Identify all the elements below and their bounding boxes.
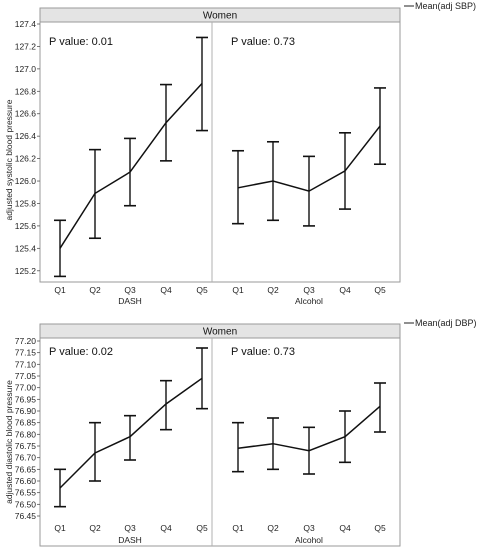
group-label: DASH <box>118 296 142 306</box>
x-tick-label: Q1 <box>232 523 244 533</box>
x-tick-label: Q3 <box>124 285 136 295</box>
x-tick-label: Q3 <box>303 285 315 295</box>
group-label: DASH <box>118 535 142 545</box>
y-tick-label: 76.70 <box>15 453 37 463</box>
x-tick-label: Q5 <box>374 523 386 533</box>
x-tick-label: Q4 <box>339 523 351 533</box>
x-tick-label: Q4 <box>339 285 351 295</box>
y-tick-label: 127.0 <box>15 64 37 74</box>
x-tick-label: Q5 <box>374 285 386 295</box>
y-tick-label: 126.0 <box>15 176 37 186</box>
y-tick-label: 126.4 <box>15 131 37 141</box>
x-tick-label: Q3 <box>303 523 315 533</box>
y-tick-label: 76.80 <box>15 429 37 439</box>
group-label: Alcohol <box>295 535 323 545</box>
y-tick-label: 125.2 <box>15 266 37 276</box>
y-tick-label: 77.00 <box>15 383 37 393</box>
panel-header <box>39 323 401 339</box>
y-axis-label: adjusted systolic blood pressure <box>4 99 14 220</box>
y-tick-label: 76.75 <box>15 441 37 451</box>
series-dash: P value: 0.01 Q1 Q2 Q3 Q4 Q5 DASH <box>49 36 208 306</box>
legend-label: Mean(adj SBP) <box>415 1 476 11</box>
x-tick-label: Q3 <box>124 523 136 533</box>
y-tick-label: 77.15 <box>15 348 37 358</box>
y-tick-label: 76.50 <box>15 499 37 509</box>
y-tick-label: 125.4 <box>15 243 37 253</box>
x-tick-label: Q4 <box>160 285 172 295</box>
chart-panel-1: Women Mean(adj SBP) 125.2 125.4 125.6 125.8 12… <box>4 1 476 306</box>
panel-header-title: Women <box>203 327 237 338</box>
x-tick-label: Q5 <box>196 285 208 295</box>
panel-header-title: Women <box>203 11 237 22</box>
x-tick-label: Q1 <box>54 523 66 533</box>
x-tick-label: Q2 <box>267 285 279 295</box>
y-tick-label: 126.8 <box>15 86 37 96</box>
p-value-label: P value: 0.02 <box>49 346 113 358</box>
y-tick-label: 76.65 <box>15 464 37 474</box>
mean-line <box>59 82 203 249</box>
x-tick-label: Q2 <box>267 523 279 533</box>
x-tick-label: Q2 <box>89 285 101 295</box>
mean-line <box>237 125 381 192</box>
y-tick-label: 76.55 <box>15 488 37 498</box>
y-axis-label: adjusted diastolic blood pressure <box>4 380 14 504</box>
x-tick-label: Q1 <box>232 285 244 295</box>
y-tick-label: 127.2 <box>15 41 37 51</box>
p-value-label: P value: 0.73 <box>231 346 295 358</box>
x-tick-label: Q1 <box>54 285 66 295</box>
x-tick-label: Q5 <box>196 523 208 533</box>
y-tick-label: 125.8 <box>15 198 37 208</box>
y-tick-label: 126.2 <box>15 154 37 164</box>
group-label: Alcohol <box>295 296 323 306</box>
mean-line <box>237 405 381 452</box>
y-tick-label: 76.45 <box>15 511 37 521</box>
y-tick-label: 77.20 <box>15 336 37 346</box>
p-value-label: P value: 0.01 <box>49 36 113 48</box>
y-tick-label: 77.10 <box>15 359 37 369</box>
y-tick-label: 76.90 <box>15 406 37 416</box>
y-tick-label: 76.60 <box>15 476 37 486</box>
y-tick-label: 125.6 <box>15 221 37 231</box>
series-dash: P value: 0.02 Q1 Q2 Q3 Q4 Q5 DASH <box>49 346 208 545</box>
legend-label: Mean(adj DBP) <box>415 318 477 328</box>
y-tick-label: 126.6 <box>15 109 37 119</box>
panel-header <box>39 7 401 23</box>
y-tick-label: 76.85 <box>15 418 37 428</box>
series-alcohol: P value: 0.73 Q1 Q2 Q3 Q4 Q5 Alcohol <box>231 346 386 545</box>
y-tick-label: 76.95 <box>15 394 37 404</box>
y-tick-label: 77.05 <box>15 371 37 381</box>
p-value-label: P value: 0.73 <box>231 36 295 48</box>
x-tick-label: Q2 <box>89 523 101 533</box>
x-tick-label: Q4 <box>160 523 172 533</box>
y-tick-label: 127.4 <box>15 19 37 29</box>
plot-frame <box>39 7 401 283</box>
mean-line <box>59 377 203 489</box>
series-alcohol: P value: 0.73 Q1 Q2 Q3 Q4 Q5 Alcohol <box>231 36 386 306</box>
